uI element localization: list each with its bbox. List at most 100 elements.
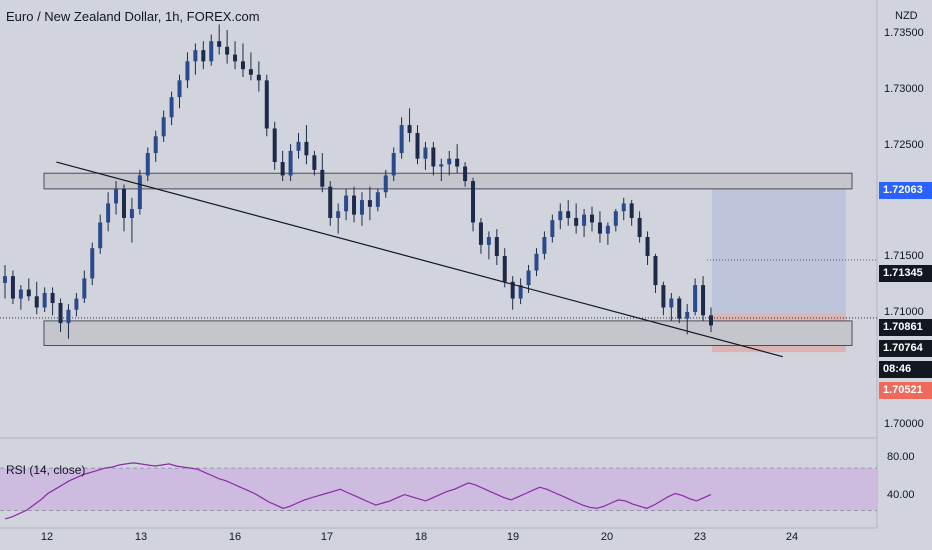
candle: [312, 150, 317, 176]
candle-body: [661, 285, 666, 308]
price-tick: 1.71000: [884, 306, 924, 318]
candle: [367, 186, 372, 221]
candle-body: [169, 97, 174, 118]
candle: [685, 304, 690, 335]
candle-body: [415, 132, 420, 159]
price-tick: 1.73000: [884, 83, 924, 95]
candle: [336, 203, 341, 234]
candle-body: [701, 285, 706, 316]
candle-body: [455, 158, 460, 167]
stop-price-tag: 1.70521: [879, 382, 932, 399]
candle: [550, 214, 555, 243]
currency-label: NZD: [895, 10, 918, 22]
candle-body: [558, 211, 563, 221]
candle-body: [225, 46, 230, 55]
candle: [106, 192, 111, 232]
candle-body: [161, 117, 166, 137]
candle: [407, 108, 412, 142]
candle-body: [582, 214, 587, 226]
candle-body: [637, 217, 642, 237]
time-tick: 19: [506, 531, 520, 543]
position-target-zone: [712, 179, 846, 315]
candle-body: [677, 298, 682, 319]
rsi-legend-label: RSI (14, close): [6, 463, 86, 477]
candle: [605, 222, 610, 245]
candle-body: [26, 289, 31, 297]
candle: [375, 188, 380, 212]
candle-body: [106, 203, 111, 223]
candle: [463, 162, 468, 187]
candle: [574, 203, 579, 234]
candle-body: [336, 211, 341, 218]
candle: [344, 188, 349, 221]
candle-body: [10, 276, 15, 299]
candle-body: [605, 225, 610, 234]
candle: [90, 242, 95, 286]
rsi-tick: 80.00: [887, 451, 915, 463]
candle-body: [233, 54, 238, 62]
candle-body: [344, 195, 349, 212]
price-tick: 1.73500: [884, 27, 924, 39]
candle: [98, 214, 103, 254]
candle-body: [669, 298, 674, 308]
candle-body: [534, 253, 539, 271]
candle-body: [217, 41, 222, 47]
entry-price-tag: 1.70861: [879, 319, 932, 336]
last-price-tag: 1.70764: [879, 340, 932, 357]
candle: [391, 147, 396, 182]
support-zone: [43, 320, 853, 347]
candle-body: [352, 195, 357, 215]
candle: [209, 34, 214, 66]
candle-body: [58, 303, 63, 324]
candle-body: [550, 220, 555, 237]
time-tick: 18: [414, 531, 428, 543]
time-tick: 16: [228, 531, 242, 543]
time-tick: 17: [320, 531, 334, 543]
candle: [169, 91, 174, 126]
candle-body: [296, 141, 301, 151]
dotted-level-tag: 1.71345: [879, 265, 932, 282]
chart-title: Euro / New Zealand Dollar, 1h, FOREX.com: [6, 9, 260, 24]
candle-body: [74, 298, 79, 310]
candle: [225, 30, 230, 64]
candle: [74, 292, 79, 317]
candle-body: [288, 150, 293, 176]
time-tick: 23: [693, 531, 707, 543]
candle: [328, 181, 333, 226]
candle: [709, 307, 713, 333]
candle: [701, 276, 706, 321]
candle: [352, 186, 357, 223]
candle-body: [613, 211, 618, 226]
candle-body: [153, 136, 158, 154]
candle: [637, 211, 642, 243]
candle: [50, 287, 55, 316]
candle-body: [685, 311, 690, 319]
candle: [471, 177, 476, 232]
candle-body: [447, 158, 452, 165]
candle: [272, 121, 277, 170]
candle-body: [463, 166, 468, 182]
candle-body: [34, 296, 39, 308]
candle-body: [304, 141, 309, 156]
candle-body: [240, 61, 245, 70]
candle: [645, 231, 650, 265]
candle-body: [137, 175, 142, 210]
candle: [510, 276, 515, 310]
candle-body: [42, 292, 47, 308]
candle-body: [542, 236, 547, 254]
candle-body: [574, 217, 579, 226]
candle: [534, 248, 539, 277]
candle-body: [621, 203, 626, 212]
candle: [240, 43, 245, 78]
candle-body: [264, 80, 269, 129]
candle: [34, 281, 39, 315]
candle: [558, 203, 563, 230]
candle: [280, 150, 285, 182]
candle: [26, 278, 31, 301]
time-tick: 13: [134, 531, 148, 543]
candle: [613, 209, 618, 232]
candle-body: [185, 61, 190, 81]
candle: [3, 264, 7, 299]
candle-body: [399, 125, 404, 154]
